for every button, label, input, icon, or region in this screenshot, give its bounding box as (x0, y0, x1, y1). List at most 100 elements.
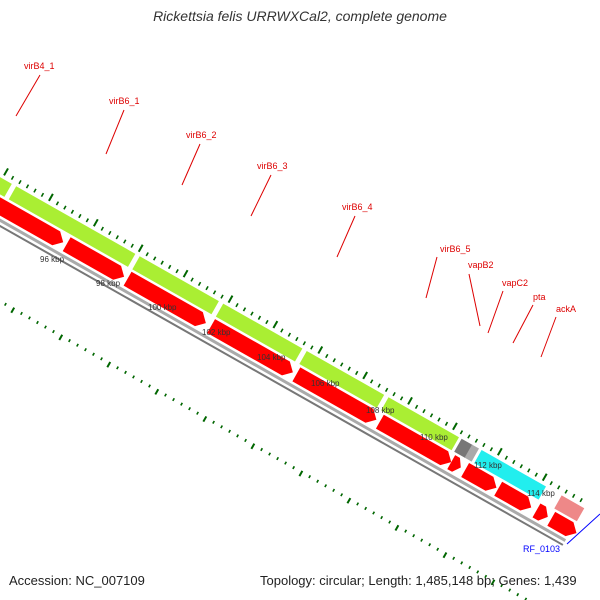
gene-label-virB6_3[interactable]: virB6_3 (257, 161, 288, 171)
inner-tick (132, 375, 135, 379)
inner-tick (44, 325, 47, 329)
kbp-label-96: 96 kbp (40, 255, 65, 264)
outer-tick (10, 175, 15, 181)
gene-label-virB6_2[interactable]: virB6_2 (186, 130, 217, 140)
outer-tick (63, 205, 67, 210)
outer-tick (137, 244, 144, 253)
outer-tick (272, 320, 279, 329)
outer-tick (414, 404, 419, 409)
feature-block (132, 256, 219, 315)
kbp-label-108: 108 kbp (366, 406, 395, 415)
cds-arrow (461, 463, 497, 491)
outer-tick (489, 447, 494, 452)
inner-tick (154, 388, 160, 395)
gene-label-virB6_1[interactable]: virB6_1 (109, 96, 140, 106)
outer-tick (48, 193, 54, 202)
kbp-label-114: 114 kbp (527, 489, 555, 498)
map-title: Rickettsia felis URRWXCal2, complete gen… (153, 8, 447, 24)
gene-label-virB6_5[interactable]: virB6_5 (440, 244, 471, 254)
inner-tick (404, 529, 408, 533)
kbp-label-106: 106 kbp (311, 379, 340, 388)
inner-tick (10, 307, 16, 314)
outer-tick (302, 341, 307, 346)
outer-tick (571, 493, 576, 499)
gene-label-virB6_4[interactable]: virB6_4 (342, 202, 373, 212)
outer-tick (557, 485, 561, 490)
feature-block (8, 186, 136, 267)
inner-tick (484, 574, 488, 579)
inner-tick (388, 520, 392, 524)
gene-label-ackA[interactable]: ackA (556, 304, 576, 314)
outer-tick (429, 413, 434, 418)
kbp-label-100: 100 kbp (148, 303, 177, 312)
outer-tick (18, 180, 22, 185)
cds-arrow (547, 511, 577, 537)
outer-tick (504, 455, 509, 460)
inner-tick (298, 470, 304, 477)
leader-line (250, 174, 272, 217)
gene-label-pta[interactable]: pta (533, 292, 546, 302)
outer-tick (220, 294, 224, 299)
outer-tick (496, 447, 503, 456)
inner-tick (148, 384, 151, 388)
gene-label-RF_0103[interactable]: RF_0103 (523, 544, 560, 554)
outer-tick (123, 239, 127, 244)
inner-tick (490, 579, 496, 586)
outer-tick (100, 226, 104, 231)
inner-tick-track (4, 302, 528, 600)
feature-block (554, 495, 585, 522)
outer-tick (519, 464, 523, 469)
inner-tick (250, 443, 256, 450)
outer-tick (295, 336, 299, 342)
inner-tick (76, 343, 79, 347)
leader-line (468, 273, 481, 327)
inner-tick (220, 425, 224, 429)
inner-tick (292, 465, 296, 470)
gene-label-vapB2[interactable]: vapB2 (468, 260, 494, 270)
topology-text: Topology: circular; Length: 1,485,148 bp… (260, 573, 577, 588)
inner-tick (394, 524, 400, 532)
kbp-label-98: 98 kbp (96, 279, 121, 288)
inner-tick (460, 561, 464, 565)
inner-tick (468, 565, 472, 570)
feature-track (0, 177, 585, 522)
inner-tick (428, 543, 432, 547)
outer-tick (212, 290, 217, 295)
inner-tick (346, 497, 352, 504)
inner-tick (180, 402, 183, 406)
inner-tick (68, 338, 71, 343)
inner-tick (4, 302, 7, 307)
outer-tick (70, 209, 75, 214)
feature-block (0, 177, 12, 197)
backbone-line (0, 224, 564, 546)
leader-line (105, 109, 125, 155)
outer-tick (422, 408, 426, 414)
outer-tick (467, 434, 471, 439)
genome-backbone (0, 218, 567, 546)
outer-tick (512, 459, 516, 465)
inner-tick (420, 538, 424, 542)
outer-tick (197, 281, 202, 287)
gene-labels: virB4_1 virB6_1 virB6_2 virB6_3 virB6_4 … (24, 61, 576, 554)
leader-line (512, 304, 534, 344)
inner-tick (172, 397, 175, 402)
inner-tick (516, 592, 520, 597)
outer-tick (392, 391, 396, 397)
feature-block (215, 303, 303, 362)
kbp-labels: 96 kbp 98 kbp 100 kbp 102 kbp 104 kbp 10… (40, 255, 555, 498)
outer-tick (40, 192, 45, 197)
inner-tick (244, 438, 248, 443)
inner-tick (284, 461, 288, 465)
gene-label-virB4_1[interactable]: virB4_1 (24, 61, 55, 71)
leader-line (181, 143, 201, 186)
outer-tick (444, 421, 449, 426)
inner-tick (436, 547, 440, 551)
gene-label-vapC2[interactable]: vapC2 (502, 278, 528, 288)
kbp-label-110: 110 kbp (420, 433, 448, 442)
feature-block (381, 397, 459, 451)
outer-tick (33, 188, 37, 193)
inner-tick (52, 329, 55, 334)
inner-tick (452, 556, 456, 561)
inner-tick (324, 484, 328, 488)
outer-tick (3, 167, 9, 176)
